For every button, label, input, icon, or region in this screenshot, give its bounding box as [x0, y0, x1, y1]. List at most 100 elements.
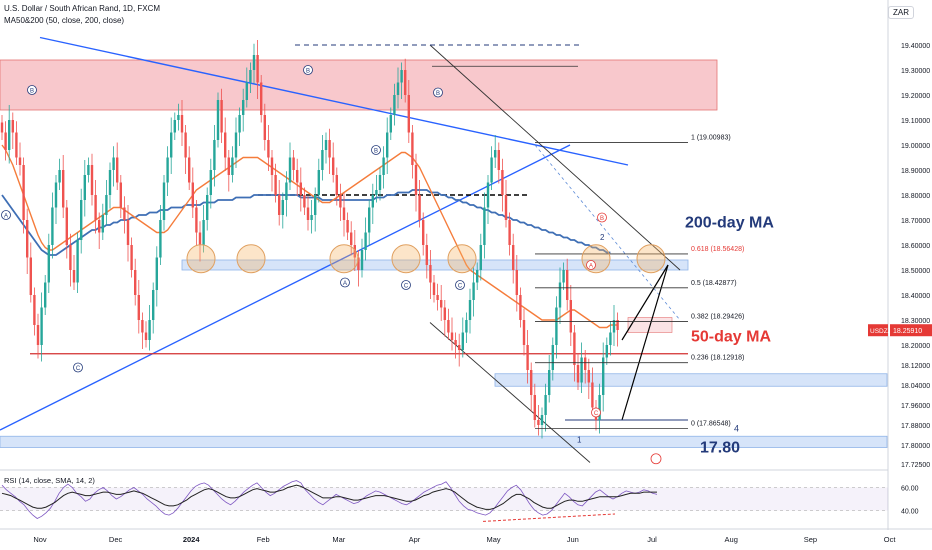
candle-body [278, 195, 281, 215]
candle-body [8, 120, 11, 150]
candle-body [562, 270, 565, 283]
wedge-upper [621, 264, 669, 421]
candle-body [548, 370, 551, 395]
candle-body [270, 157, 274, 175]
price-tick-label: 17.80000 [901, 443, 930, 450]
fib-level-label: 0.618 (18.56428) [691, 246, 744, 253]
candle-body [458, 345, 461, 350]
candle-body [202, 220, 205, 245]
time-axis[interactable]: NovDec2024FebMarAprMayJunJulAugSepOctNov [33, 535, 932, 544]
candle-body [465, 320, 468, 333]
candle-body [296, 170, 299, 183]
candle-body [162, 182, 166, 220]
candle-body [602, 357, 605, 395]
candle-body [508, 220, 511, 245]
rsi-band [0, 487, 888, 511]
candle-body [274, 175, 277, 195]
time-tick-label: Sep [804, 535, 817, 544]
price-tick-label: 19.30000 [901, 68, 930, 75]
wave-marker-letter: C [76, 366, 81, 372]
candle-body [69, 245, 72, 270]
price-tick-label: 19.10000 [901, 118, 930, 125]
candle-body [152, 290, 155, 320]
candle-body [216, 100, 220, 140]
price-tick-label: 18.20000 [901, 343, 930, 350]
wave-marker-circle [73, 362, 83, 373]
wave-marker-circle [303, 65, 313, 75]
time-tick-label: Jul [647, 535, 657, 544]
candle-body [299, 182, 302, 195]
candle-body [454, 340, 457, 345]
candle-body [533, 395, 536, 420]
candle-body [54, 182, 58, 208]
candle-body [134, 270, 137, 295]
candle-body [260, 82, 263, 115]
candle-body [332, 157, 335, 175]
wave-marker-letter: B [600, 216, 604, 222]
currency-selector[interactable]: ZAR [888, 6, 914, 19]
candle-body [494, 150, 497, 158]
candle-body [425, 245, 428, 265]
wave-marker-circle [433, 87, 443, 98]
price-tick-label: 18.12000 [901, 363, 930, 370]
time-tick-label: Jun [567, 535, 579, 544]
candle-body [411, 132, 414, 165]
touch-circle [391, 244, 421, 274]
time-tick-label: Oct [884, 535, 897, 544]
candle-body [130, 245, 133, 270]
candle-body [11, 120, 14, 133]
ma200-annotation: 200-day MA [685, 215, 774, 232]
candle-body [184, 132, 187, 158]
rsi-tick-label: 60.00 [901, 486, 919, 493]
candle-body [173, 120, 176, 133]
price-tick-label: 17.72500 [901, 462, 930, 469]
candle-body [407, 95, 410, 133]
candle-body [371, 195, 374, 208]
candle-body [350, 232, 353, 245]
price-tick-label: 19.00000 [901, 143, 930, 150]
candle-body [148, 320, 151, 340]
candle-body [522, 320, 526, 345]
candle-body [44, 282, 47, 308]
candle-body [47, 245, 50, 283]
candle-body [551, 345, 554, 370]
wave-label-4: 4 [734, 423, 739, 433]
candle-body [285, 182, 288, 200]
time-tick-label: Nov [33, 535, 47, 544]
candle-body [468, 300, 472, 320]
candle-body [80, 200, 83, 240]
candle-body [83, 175, 86, 200]
candle-body [224, 132, 227, 158]
candle-body [4, 132, 7, 150]
candle-body [432, 282, 436, 295]
price-tick-label: 18.04000 [901, 383, 930, 390]
touch-circle [581, 244, 611, 274]
candlesticks [0, 40, 619, 439]
fib-level-label: 0.236 (18.12918) [691, 355, 744, 362]
candle-body [580, 357, 583, 383]
candle-body [490, 157, 493, 183]
price-tag-bg [890, 324, 932, 337]
candle-body [141, 320, 144, 333]
wedge-lower [621, 264, 669, 341]
price-tick-label: 18.80000 [901, 193, 930, 200]
level-annotation: 17.80 [700, 440, 740, 457]
price-tick-label: 18.70000 [901, 218, 930, 225]
candle-body [404, 70, 407, 95]
candle-body [33, 295, 36, 325]
annotations: B A B B C C A C A C B B 1 2 4 200-day MA 50-day MA 17.80 [1, 65, 774, 465]
candle-body [29, 257, 32, 295]
rsi-ma-line [1, 484, 657, 510]
candle-body [90, 165, 94, 195]
price-axis[interactable]: 19.40000 19.30000 19.20000 19.10000 19.00000… [868, 43, 932, 469]
fib-level-label: 0 (17.86548) [691, 421, 731, 428]
candle-body [40, 307, 43, 345]
candle-body [98, 220, 101, 233]
candle-body [166, 157, 169, 183]
price-tick-label: 18.60000 [901, 243, 930, 250]
resistance-zone [0, 59, 718, 111]
rsi-divergence-line [482, 513, 616, 522]
wave-marker-letter: A [589, 263, 593, 269]
candle-body [328, 140, 331, 158]
